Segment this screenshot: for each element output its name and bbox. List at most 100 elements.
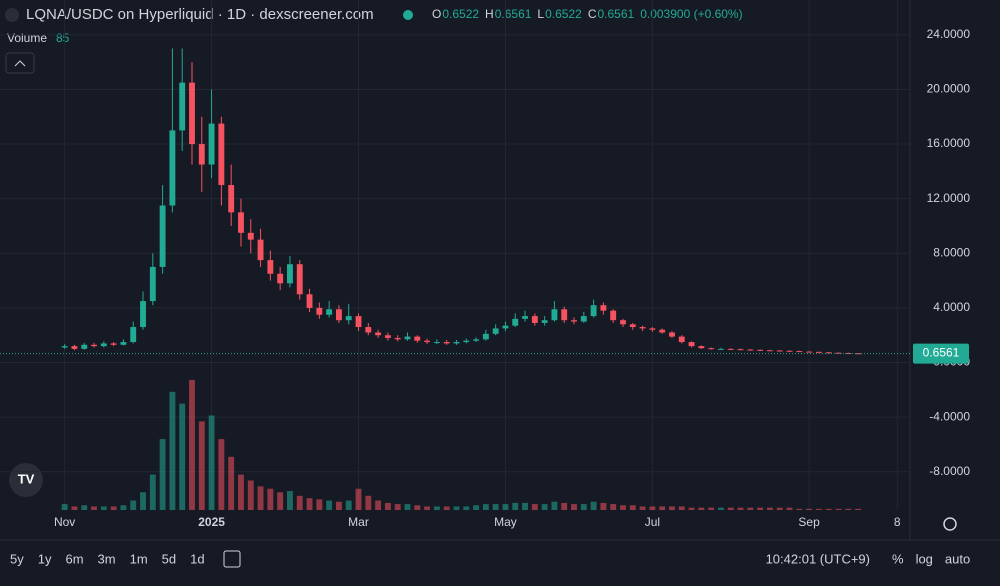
candle-body [698, 346, 705, 349]
volume-bar [355, 488, 362, 510]
range-button[interactable]: 5d [162, 551, 176, 566]
y-tick-label: 12.0000 [927, 191, 971, 205]
volume-bar [845, 508, 852, 510]
candle-body [443, 342, 450, 344]
volume-bar [218, 439, 225, 510]
volume-bar [384, 502, 391, 510]
candle-body [228, 185, 235, 213]
volume-bar [71, 506, 78, 510]
candle-body [796, 351, 803, 353]
volume-bar [512, 502, 519, 510]
candle-body [355, 316, 362, 328]
range-button[interactable]: 3m [98, 551, 116, 566]
volume-bar [688, 507, 695, 510]
candle-body [296, 264, 303, 295]
volume-bar [815, 508, 822, 510]
legend-key: H [485, 7, 494, 21]
x-tick-label: May [494, 515, 517, 529]
volume-bar [375, 500, 382, 510]
candle-body [287, 264, 293, 284]
range-button[interactable]: 1d [190, 551, 204, 566]
volume-bar [130, 500, 137, 510]
volume-bar [531, 504, 538, 510]
candle-body [267, 260, 274, 274]
candle-body [629, 324, 636, 328]
candle-body [414, 336, 421, 341]
collapse-button[interactable] [5, 52, 35, 74]
range-button[interactable]: 1m [130, 551, 148, 566]
legend-key: O [432, 7, 441, 21]
candle-body [130, 327, 137, 343]
y-tick-label: 8.0000 [933, 245, 970, 259]
candle-body [375, 332, 382, 336]
y-tick-label: -8.0000 [929, 464, 970, 478]
volume-bar [238, 474, 244, 510]
candle-body [776, 350, 783, 352]
candle-body [463, 340, 470, 343]
option-button[interactable]: % [892, 551, 904, 566]
volume-bar [835, 508, 842, 510]
status-dot [403, 10, 413, 20]
clock: 10:42:01 (UTC+9) [766, 551, 870, 566]
range-button[interactable]: 1y [38, 551, 52, 566]
chart-title: LQNA/USDC on Hyperliquid · 1D · dexscree… [26, 6, 374, 23]
volume-bar [345, 500, 352, 510]
legend-value: 0.6561 [495, 7, 532, 21]
toolbar: 5y 1y 6m 3m 1m 5d 1d 10:42:01 (UTC+9)% log auto [10, 551, 970, 566]
candle-body [159, 205, 166, 267]
candle-body [531, 316, 538, 323]
volume-bar [159, 439, 166, 510]
candle-body [580, 316, 587, 322]
candle-body [688, 342, 695, 347]
volume-bar [561, 502, 568, 510]
y-tick-label: -4.0000 [929, 409, 970, 423]
candle-body [806, 351, 813, 353]
volume-bar [610, 504, 617, 510]
volume-bar [443, 506, 450, 510]
candle-body [384, 335, 391, 338]
candle-body [669, 332, 675, 337]
option-button[interactable]: log [916, 551, 933, 566]
volume-bar [659, 506, 666, 510]
volume-bar [482, 504, 489, 510]
volume-bar [81, 505, 88, 510]
volume-bar [786, 507, 793, 510]
volume-bar [571, 504, 577, 510]
candle-body [404, 336, 411, 340]
candle-body [482, 333, 489, 340]
candle-body [473, 339, 479, 341]
candle-body [149, 266, 156, 302]
candle-body [620, 320, 626, 325]
volume-bar [120, 505, 127, 510]
candle-body [71, 346, 78, 349]
volume-bar [179, 403, 186, 510]
candle-body [718, 348, 724, 350]
candle-body [639, 327, 646, 329]
volume-bar [110, 506, 117, 510]
volume-bar [757, 507, 764, 510]
candle-body [61, 346, 68, 348]
legend-value: 0.6522 [442, 7, 479, 21]
volume-bar [453, 506, 460, 510]
x-tick-label: Mar [348, 515, 369, 529]
axes: 24.0000 20.0000 16.0000 12.0000 8.0000 4.0000… [54, 27, 970, 529]
range-button[interactable]: 6m [65, 551, 83, 566]
volume-bar [796, 508, 803, 510]
range-button[interactable]: 5y [10, 551, 24, 566]
candle-body [100, 343, 107, 347]
candle-body [766, 350, 773, 352]
candle-body [453, 342, 460, 344]
volume-bar [737, 507, 744, 510]
volume-bar [208, 415, 215, 510]
option-button[interactable]: auto [945, 551, 970, 566]
candle-body [198, 144, 205, 165]
date-range-button[interactable] [223, 550, 241, 568]
volume-bar [502, 504, 509, 510]
volume-last: 85 [56, 31, 70, 45]
candle-body [590, 305, 597, 317]
candle-body [835, 352, 842, 354]
candle-body [786, 350, 793, 352]
candle-body [727, 348, 734, 350]
settings-button[interactable] [943, 517, 957, 531]
